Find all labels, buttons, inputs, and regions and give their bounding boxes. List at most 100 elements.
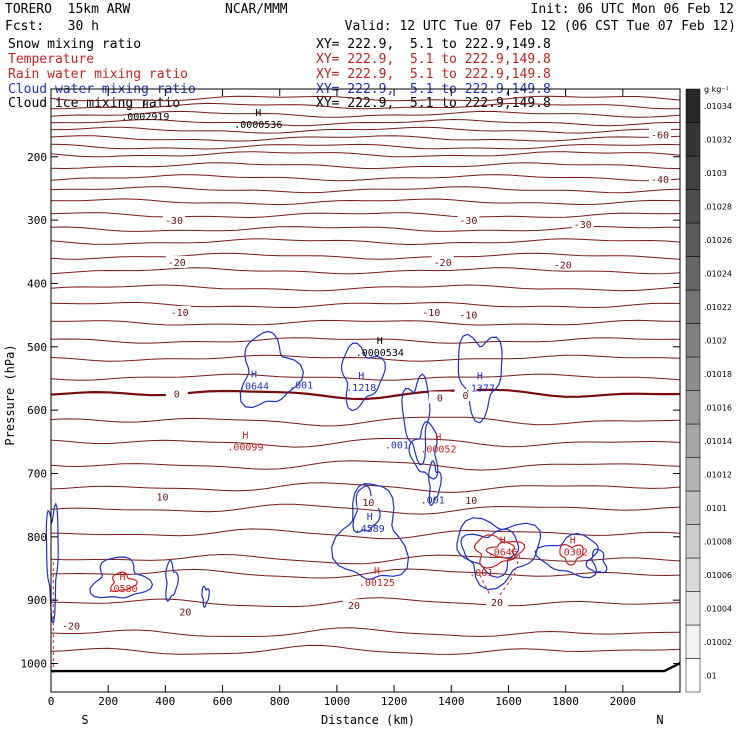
temperature-contour-label: 10 [465,496,477,507]
temperature-contour-label: -20 [62,621,80,632]
temperature-contour-label: -10 [459,310,477,321]
x-tick-label: 1600 [495,695,522,708]
temperature-contour [50,174,681,182]
temperature-contour-label: 20 [179,608,191,619]
init-time: Init: 06 UTC Mon 06 Feb 12 [530,2,735,17]
temperature-label-bg [551,258,574,271]
temperature-contour [50,162,681,170]
x-tick-label: 600 [213,695,233,708]
temperature-label-bg [165,387,188,400]
cloud-water-contour [330,482,410,580]
cloud-water-contour [534,532,600,579]
temperature-contour [50,482,681,494]
colorbar-label: .01002 [704,638,732,647]
max-h-marker: H [251,370,257,381]
x-tick-label: 200 [98,695,118,708]
temperature-contour [50,110,681,118]
max-h-marker: H [242,431,248,442]
max-value-label: .00052 [420,444,456,455]
colorbar-label: .0101 [704,504,727,513]
max-h-marker: H [367,512,373,523]
temperature-label-bg [460,494,483,507]
colorbar-swatch [685,88,701,123]
temperature-contour [50,212,681,219]
colorbar-unit: g kg⁻¹ [704,85,729,94]
temperature-contour-label: -60 [651,131,669,142]
temperature-label-bg [428,391,451,404]
colorbar-swatch [685,490,701,525]
max-value-label: .0000534 [356,348,404,359]
y-tick-label: 500 [27,341,47,354]
colorbar-swatch [685,122,701,157]
max-h-marker: H [358,371,364,382]
temperature-label-bg [457,308,480,321]
terrain-surface-line [51,662,681,673]
field-name-snow: Snow mixing ratio [8,37,142,52]
temperature-contour [50,267,681,275]
temperature-label-bg [168,305,191,318]
colorbar-swatch [685,557,701,592]
temperature-contour-label: 0 [437,393,443,404]
temperature-label-bg [357,495,380,508]
colorbar-swatch [685,390,701,425]
colorbar-label: .01012 [704,470,732,479]
y-tick-label: 400 [27,277,47,290]
temperature-contour [50,284,681,292]
terrain-line [51,662,681,673]
rain-water-contour [110,571,138,593]
colorbar-label: .01006 [704,571,732,580]
colorbar-swatch [685,624,701,659]
max-value-label: .1377 [465,384,495,395]
temperature-contour-label: -30 [574,220,592,231]
plot-frame [50,88,681,693]
model-title: TORERO 15km ARW [5,2,131,17]
colorbar-label: .01 [704,671,717,680]
x-tick-label: 2000 [610,695,637,708]
temperature-label-bg [457,214,480,227]
temperature-label-bg [431,255,454,268]
cloud-water-contour [201,585,210,608]
south-label: S [81,713,88,727]
temperature-label-bg [486,596,509,609]
temperature-contour [50,438,681,448]
cloud-water-contour [239,330,305,409]
max-value-label: .00125 [359,578,395,589]
temperature-contour [50,644,681,655]
temperature-contour-label: -20 [554,260,572,271]
freezing-level-contour [50,388,681,401]
colorbar-label: .01004 [704,604,732,613]
temperature-label-bg [343,599,366,612]
temperature-contour-label: 10 [156,492,168,503]
x-tick-label: 800 [270,695,290,708]
rain-water-dashed-contour [479,554,521,605]
max-value-label: .0646 [488,548,518,559]
cloud-water-contour [45,502,59,623]
colorbar-label: .0103 [704,169,727,178]
temperature-contours [50,95,681,655]
colorbar-swatch [685,289,701,324]
max-h-marker: H [119,572,125,583]
temperature-contour [50,354,681,362]
cloud-water-contour [165,559,179,602]
y-tick-label: 600 [27,404,47,417]
cloud-water-contour [408,421,439,480]
x-tick-label: 1000 [324,695,351,708]
temperature-label-bg [420,305,443,318]
x-tick-label: 0 [48,695,55,708]
temperature-contour [50,95,681,102]
temperature-label-bg [571,217,594,230]
field-xy-temperature: XY= 222.9, 5.1 to 222.9,149.8 [316,52,551,67]
temperature-contour [50,301,681,309]
max-value-label: .001 [385,441,409,452]
x-tick-label: 400 [155,695,175,708]
temperature-contour-label: 20 [491,598,503,609]
temperature-contour-label: -20 [434,258,452,269]
max-h-marker: H [377,336,383,347]
field-xy-snow: XY= 222.9, 5.1 to 222.9,149.8 [316,37,551,52]
colorbar-label: .0102 [704,336,727,345]
max-h-marker: H [570,536,576,547]
temperature-label-bg [151,490,174,503]
max-value-label: .0000536 [234,120,282,131]
temperature-label-bg [454,388,477,401]
